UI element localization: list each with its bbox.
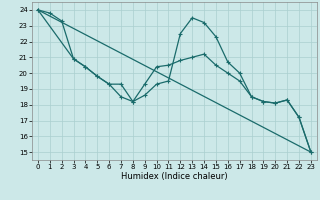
X-axis label: Humidex (Indice chaleur): Humidex (Indice chaleur) <box>121 172 228 181</box>
